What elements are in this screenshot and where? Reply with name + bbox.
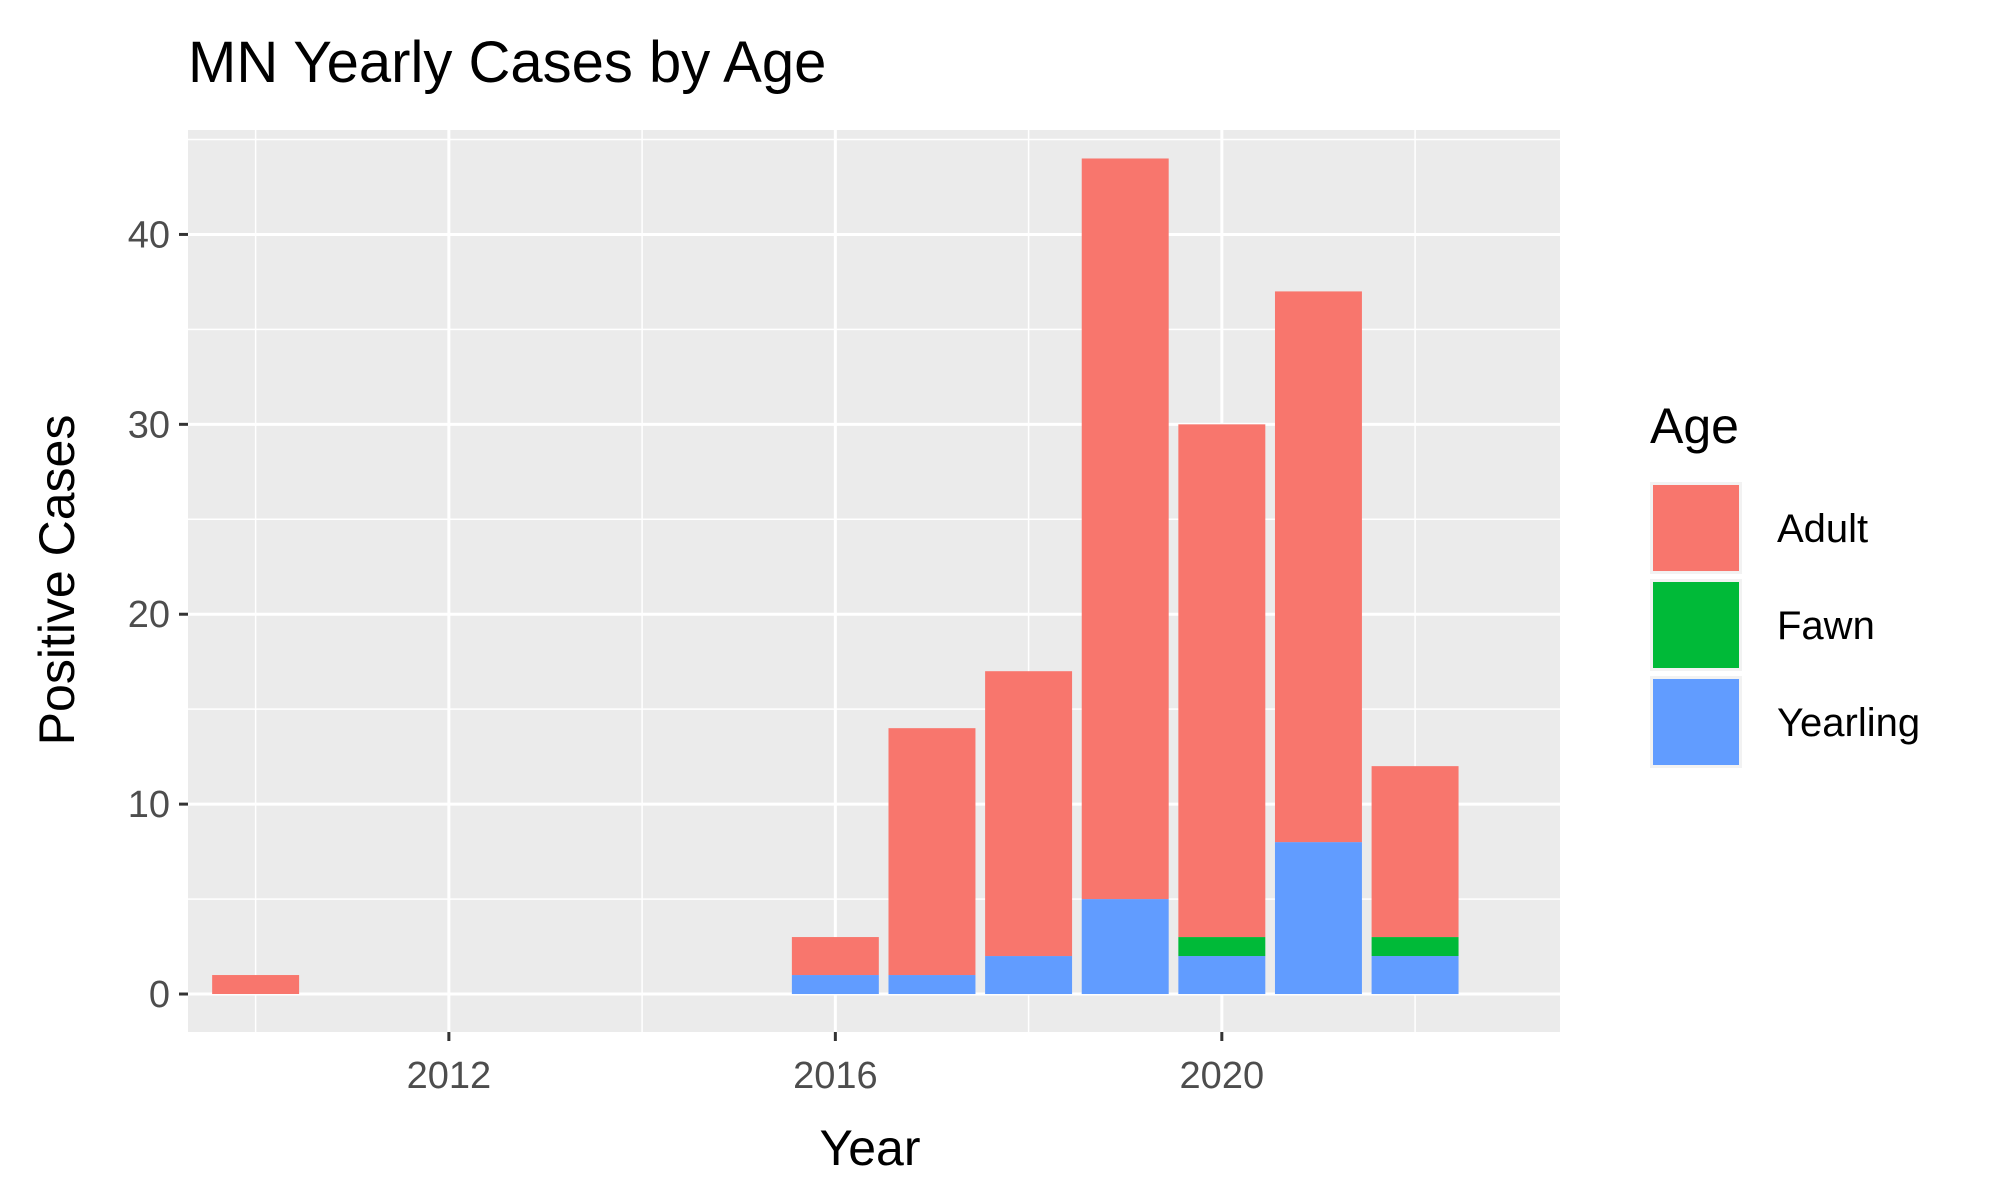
legend-title: Age [1650,398,1739,454]
legend-key-adult [1653,485,1739,571]
bar-yearling-2016 [791,975,879,995]
bar-yearling-2022 [1371,956,1459,995]
bar-adult-2017 [888,728,976,976]
bar-yearling-2019 [1081,899,1169,995]
x-axis-title: Year [819,1120,920,1176]
bar-fawn-2022 [1371,937,1459,957]
legend: Age Adult Fawn Yearling [1650,398,1920,768]
x-tick-label: 2020 [1180,1055,1265,1097]
y-axis-title: Positive Cases [29,415,85,746]
x-axis: 2012 2016 2020 [407,1032,1265,1097]
bar-adult-2010 [212,975,300,995]
bar-yearling-2018 [985,956,1073,995]
bar-yearling-2017 [888,975,976,995]
y-axis: 0 10 20 30 40 [128,214,188,1016]
x-tick-label: 2016 [793,1055,878,1097]
bar-adult-2021 [1274,291,1362,843]
legend-key-yearling [1653,679,1739,765]
bar-adult-2016 [791,937,879,976]
bar-adult-2020 [1178,424,1266,938]
legend-label-adult: Adult [1777,507,1868,551]
chart-title: MN Yearly Cases by Age [188,30,826,95]
y-tick-label: 10 [128,784,170,826]
x-tick-label: 2012 [407,1055,492,1097]
y-tick-label: 0 [149,974,170,1016]
y-tick-label: 20 [128,594,170,636]
bar-yearling-2021 [1274,842,1362,995]
y-tick-label: 30 [128,404,170,446]
legend-key-fawn [1653,582,1739,668]
bar-adult-2022 [1371,766,1459,938]
bar-adult-2019 [1081,158,1169,900]
legend-label-fawn: Fawn [1777,604,1875,648]
bars [212,158,1459,995]
legend-label-yearling: Yearling [1777,701,1920,745]
bar-fawn-2020 [1178,937,1266,957]
bar-adult-2018 [985,671,1073,957]
bar-yearling-2020 [1178,956,1266,995]
y-tick-label: 40 [128,214,170,256]
